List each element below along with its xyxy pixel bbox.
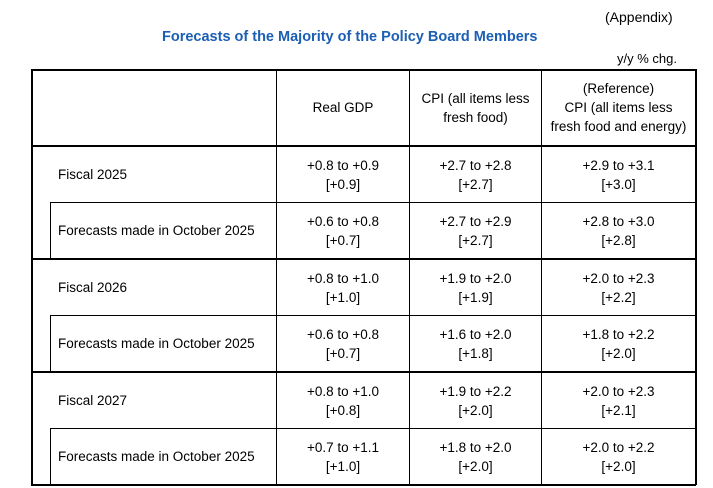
header-cpi: CPI (all items less fresh food) (410, 70, 541, 145)
cpi-cell: +2.7 to +2.9 [+2.7] (410, 203, 541, 258)
cpi-median: [+2.7] (458, 232, 493, 248)
row-label-text: Fiscal 2027 (58, 393, 128, 408)
gdp-range: +0.8 to +1.0 (306, 383, 380, 399)
cpi-median: [+2.0] (458, 458, 493, 474)
core-median: [+3.0] (601, 176, 636, 192)
core-median: [+2.0] (601, 345, 636, 361)
sub-divider-1 (50, 202, 696, 203)
cpi-cell: +2.7 to +2.8 [+2.7] (410, 147, 541, 202)
core-range: +2.0 to +2.3 (582, 383, 655, 399)
table-border-left (31, 69, 33, 485)
gdp-range: +0.8 to +0.9 (306, 157, 380, 173)
core-median: [+2.2] (601, 289, 636, 305)
row-label: Fiscal 2025 (58, 147, 276, 202)
gdp-cell: +0.7 to +1.1 [+1.0] (277, 429, 409, 484)
gdp-range: +0.6 to +0.8 (306, 326, 380, 342)
cpi-cell: +1.8 to +2.0 [+2.0] (410, 429, 541, 484)
col-divider-1 (276, 69, 277, 485)
cpi-range: +1.6 to +2.0 (439, 326, 512, 342)
cpi-cell: +1.6 to +2.0 [+1.8] (410, 316, 541, 371)
gdp-cell: +0.8 to +0.9 [+0.9] (277, 147, 409, 202)
row-label: Forecasts made in October 2025 (58, 316, 276, 371)
table-border-right (695, 69, 697, 485)
col-divider-2 (409, 69, 410, 485)
header-core-cpi: (Reference) CPI (all items less fresh fo… (542, 70, 695, 145)
cpi-range: +1.9 to +2.2 (439, 383, 512, 399)
page-title: Forecasts of the Majority of the Policy … (162, 29, 538, 45)
header-divider (31, 145, 696, 147)
core-cell: +2.0 to +2.3 [+2.2] (542, 260, 695, 315)
core-range: +2.0 to +2.3 (582, 270, 655, 286)
gdp-median: [+1.0] (325, 458, 361, 474)
header-real-gdp: Real GDP (277, 70, 409, 145)
gdp-range: +0.8 to +1.0 (306, 270, 380, 286)
gdp-median: [+0.8] (325, 402, 361, 418)
row-label: Fiscal 2027 (58, 373, 276, 428)
gdp-cell: +0.8 to +1.0 [+0.8] (277, 373, 409, 428)
cpi-median: [+1.8] (458, 345, 493, 361)
group-divider-2 (31, 371, 696, 373)
gdp-range: +0.6 to +0.8 (306, 213, 380, 229)
core-cell: +2.9 to +3.1 [+3.0] (542, 147, 695, 202)
cpi-median: [+2.0] (458, 402, 493, 418)
core-cell: +2.8 to +3.0 [+2.8] (542, 203, 695, 258)
gdp-median: [+1.0] (325, 289, 361, 305)
header-core-line2: CPI (all items less (564, 100, 673, 115)
core-median: [+2.1] (601, 402, 636, 418)
gdp-median: [+0.9] (325, 176, 361, 192)
core-median: [+2.0] (601, 458, 636, 474)
indent-line-1 (50, 202, 51, 259)
indent-line-3 (50, 428, 51, 485)
core-median: [+2.8] (601, 232, 636, 248)
row-label-text: Forecasts made in October 2025 (58, 223, 255, 238)
group-divider-1 (31, 258, 696, 260)
core-cell: +1.8 to +2.2 [+2.0] (542, 316, 695, 371)
gdp-median: [+0.7] (325, 345, 361, 361)
header-real-gdp-text: Real GDP (312, 100, 374, 115)
cpi-range: +1.9 to +2.0 (439, 270, 512, 286)
core-range: +2.0 to +2.2 (582, 439, 655, 455)
cpi-median: [+2.7] (458, 176, 493, 192)
header-core-line3: fresh food and energy) (550, 119, 687, 134)
gdp-range: +0.7 to +1.1 (306, 439, 380, 455)
unit-label: y/y % chg. (617, 51, 677, 66)
indent-line-2 (50, 315, 51, 372)
row-label: Forecasts made in October 2025 (58, 429, 276, 484)
cpi-range: +2.7 to +2.8 (439, 157, 512, 173)
gdp-median: [+0.7] (325, 232, 361, 248)
header-cpi-line2: fresh food) (443, 109, 508, 125)
row-label-text: Forecasts made in October 2025 (58, 336, 255, 351)
cpi-cell: +1.9 to +2.0 [+1.9] (410, 260, 541, 315)
table-border-top (31, 69, 696, 71)
core-range: +1.8 to +2.2 (582, 326, 655, 342)
header-cpi-line1: CPI (all items less (421, 90, 530, 106)
gdp-cell: +0.8 to +1.0 [+1.0] (277, 260, 409, 315)
sub-divider-2 (50, 315, 696, 316)
row-label-text: Fiscal 2026 (58, 280, 128, 295)
gdp-cell: +0.6 to +0.8 [+0.7] (277, 203, 409, 258)
cpi-median: [+1.9] (458, 289, 493, 305)
sub-divider-3 (50, 428, 696, 429)
cpi-range: +1.8 to +2.0 (439, 439, 512, 455)
col-divider-3 (541, 69, 542, 485)
row-label-text: Forecasts made in October 2025 (58, 449, 255, 464)
row-label: Fiscal 2026 (58, 260, 276, 315)
header-core-line1: (Reference) (582, 81, 655, 96)
core-range: +2.8 to +3.0 (582, 213, 655, 229)
table-border-bottom (31, 484, 696, 486)
row-label: Forecasts made in October 2025 (58, 203, 276, 258)
cpi-cell: +1.9 to +2.2 [+2.0] (410, 373, 541, 428)
appendix-label: (Appendix) (605, 9, 673, 25)
core-cell: +2.0 to +2.2 [+2.0] (542, 429, 695, 484)
core-cell: +2.0 to +2.3 [+2.1] (542, 373, 695, 428)
core-range: +2.9 to +3.1 (582, 157, 655, 173)
gdp-cell: +0.6 to +0.8 [+0.7] (277, 316, 409, 371)
cpi-range: +2.7 to +2.9 (439, 213, 512, 229)
row-label-text: Fiscal 2025 (58, 167, 128, 182)
